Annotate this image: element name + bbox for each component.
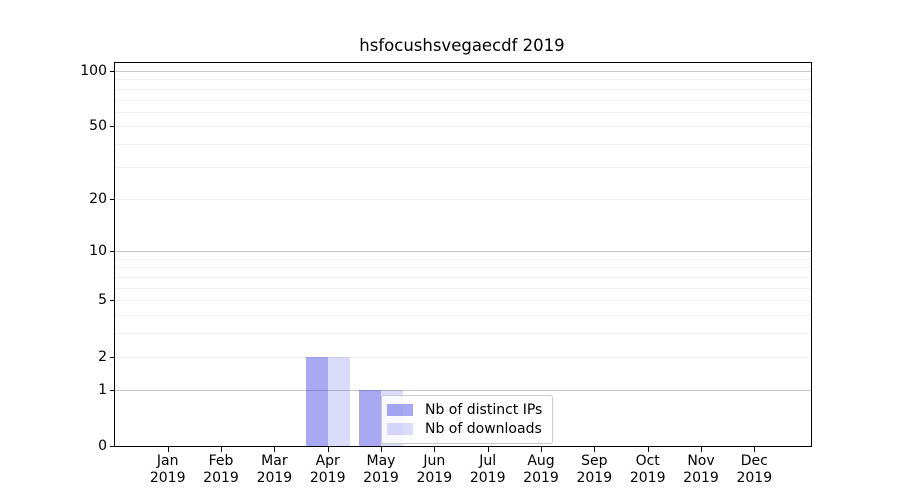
bar-nb-of-downloads-apr	[327, 356, 350, 446]
y-tick-label-2: 2	[98, 348, 107, 365]
legend: Nb of distinct IPs Nb of downloads	[381, 395, 553, 444]
x-tick-label-apr: Apr 2019	[309, 453, 346, 486]
gridline-minor-50	[115, 126, 811, 128]
y-tick-mark-5	[110, 300, 115, 302]
x-tick-label-mar: Mar 2019	[256, 453, 293, 486]
legend-entry-downloads: Nb of downloads	[387, 419, 544, 438]
x-tick-mark-oct	[647, 447, 649, 452]
bar-nb-of-distinct-ips-may	[359, 389, 381, 446]
y-tick-label-50: 50	[89, 118, 107, 135]
plot-area: 0 1 2 5 10 20 50 100 Jan 2019 Feb 2019 Mar 2019 Ap…	[80, 62, 812, 486]
y-tick-label-5: 5	[98, 292, 107, 309]
gridline-minor-80	[115, 88, 811, 90]
gridline-minor-4	[115, 315, 811, 317]
gridline-major-10	[115, 251, 811, 253]
gridline-minor-2	[115, 356, 811, 358]
legend-label-distinct-ips: Nb of distinct IPs	[425, 401, 543, 418]
x-tick-label-dec: Dec 2019	[736, 453, 773, 486]
y-tick-mark-50	[110, 126, 115, 128]
y-tick-label-0: 0	[98, 438, 107, 454]
y-tick-mark-1	[110, 389, 115, 391]
x-tick-mark-may	[381, 447, 382, 452]
x-tick-label-jan: Jan 2019	[149, 453, 186, 486]
x-tick-mark-aug	[541, 447, 542, 452]
bar-nb-of-distinct-ips-apr	[305, 356, 328, 446]
legend-label-downloads: Nb of downloads	[425, 420, 542, 437]
y-tick-mark-2	[110, 356, 115, 358]
x-tick-mark-jan	[167, 447, 169, 452]
gridline-minor-6	[115, 287, 811, 289]
y-tick-mark-0	[110, 446, 115, 447]
x-tick-label-feb: Feb 2019	[203, 453, 239, 486]
gridline-minor-30	[115, 166, 811, 168]
x-tick-label-oct: Oct 2019	[629, 453, 666, 486]
y-tick-mark-10	[110, 251, 115, 253]
y-tick-label-1: 1	[98, 381, 107, 398]
gridline-minor-3	[115, 333, 811, 335]
y-tick-label-20: 20	[89, 190, 107, 207]
gridline-minor-70	[115, 99, 811, 101]
gridline-minor-20	[115, 198, 811, 200]
x-tick-label-may: May 2019	[363, 453, 399, 486]
x-tick-mark-feb	[221, 447, 222, 452]
y-tick-label-10: 10	[89, 243, 107, 260]
gridline-minor-90	[115, 79, 811, 81]
x-tick-label-jul: Jul 2019	[469, 453, 506, 486]
x-tick-mark-sep	[594, 447, 596, 452]
chart-title: hsfocushsvegaecdf 2019	[359, 36, 565, 55]
x-tick-label-jun: Jun 2019	[416, 453, 453, 486]
gridline-minor-8	[115, 267, 811, 269]
gridline-major-1	[115, 389, 811, 391]
x-tick-mark-dec	[754, 447, 756, 452]
y-tick-mark-20	[110, 198, 115, 200]
x-tick-mark-apr	[327, 447, 329, 452]
x-tick-label-nov: Nov 2019	[683, 453, 719, 486]
x-tick-label-aug: Aug 2019	[523, 453, 559, 486]
x-tick-label-sep: Sep 2019	[576, 453, 613, 486]
x-tick-mark-nov	[701, 447, 702, 452]
x-tick-mark-mar	[274, 447, 276, 452]
gridline-minor-40	[115, 144, 811, 146]
x-tick-mark-jul	[487, 447, 489, 452]
gridline-minor-9	[115, 258, 811, 260]
y-tick-mark-100	[110, 70, 115, 72]
y-tick-label-100: 100	[80, 62, 107, 79]
legend-swatch-distinct-ips	[387, 403, 413, 416]
gridline-major-100	[115, 70, 811, 72]
gridline-minor-5	[115, 300, 811, 302]
legend-entry-distinct-ips: Nb of distinct IPs	[387, 400, 544, 419]
gridline-minor-7	[115, 277, 811, 278]
gridline-minor-60	[115, 111, 811, 113]
legend-swatch-downloads	[387, 422, 413, 435]
x-tick-mark-jun	[434, 447, 436, 452]
